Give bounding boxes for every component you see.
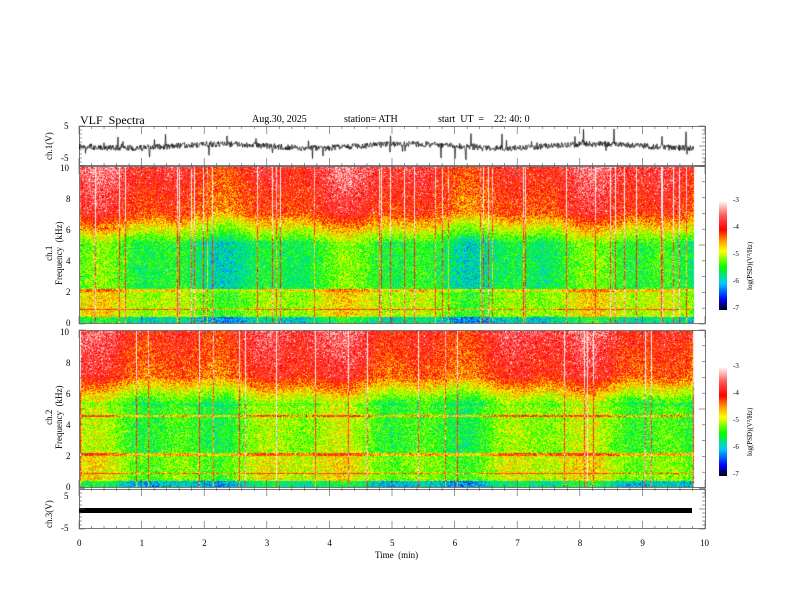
- ch3-ytick: -5: [61, 523, 69, 533]
- x-tick-label: 10: [700, 538, 709, 548]
- ch2-spectrogram-image: [79, 331, 705, 487]
- ch1-colorbar: [719, 202, 727, 310]
- ch1-spectrogram-ytick: 6: [66, 225, 71, 235]
- ch2-colorbar-tick: -7: [733, 470, 739, 478]
- ch2-spectrogram-ylabel: ch.2 Frequency (kHz): [44, 385, 64, 449]
- ch1-colorbar-tick: -5: [733, 250, 739, 258]
- ch1-spectrogram-image: [79, 167, 705, 323]
- ch1-spectrogram-ytick: 0: [66, 318, 71, 328]
- plot-title: VLF Spectra: [80, 113, 145, 127]
- ch2-spectrogram-ytick: 10: [60, 327, 69, 337]
- ch1-spectrogram-ytick: 4: [66, 256, 71, 266]
- ch1-colorbar-tick: -3: [733, 196, 739, 204]
- ch2-colorbar-tick: -5: [733, 416, 739, 424]
- ch1-colorbar-tick: -4: [733, 223, 739, 231]
- ch2-colorbar-tick: -3: [733, 362, 739, 370]
- ch3-waveform-trace: [79, 508, 692, 513]
- x-tick-label: 3: [264, 538, 270, 548]
- x-tick-label: 9: [640, 538, 645, 548]
- ch2-colorbar-tick: -4: [733, 389, 739, 397]
- x-tick-label: 0: [77, 538, 82, 548]
- ch1-ylabel: ch.1(V): [44, 132, 54, 160]
- start-time-label: start UT = 22: 40: 0: [438, 114, 530, 125]
- x-tick-label: 4: [327, 538, 332, 548]
- ch1-colorbar-tick: -7: [733, 304, 739, 312]
- ch1-ytick: -5: [61, 153, 69, 163]
- ch3-ytick: 5: [64, 491, 69, 501]
- ch2-spectrogram-ytick: 8: [66, 358, 71, 368]
- ch1-colorbar-label: log(PSD)(V²/Hz): [746, 241, 754, 290]
- x-tick-label: 6: [452, 538, 458, 548]
- x-tick-label: 8: [577, 538, 583, 548]
- x-tick-label: 1: [139, 538, 145, 548]
- x-tick-label: 7: [515, 538, 520, 548]
- ch2-colorbar-tick: -6: [733, 443, 739, 451]
- ch2-colorbar-label: log(PSD)(V²/Hz): [746, 407, 754, 456]
- x-axis-label: Time (min): [375, 550, 419, 560]
- ch1-ytick: 5: [64, 121, 69, 131]
- station-label: station= ATH: [344, 114, 398, 125]
- ch1-spectrogram-ylabel: ch.1 Frequency (kHz): [44, 221, 64, 285]
- ch1-spectrogram-ytick: 10: [60, 163, 69, 173]
- ch2-spectrogram-ytick: 4: [66, 420, 71, 430]
- date-label: Aug.30, 2025: [252, 114, 307, 125]
- x-tick-label: 2: [202, 538, 207, 548]
- ch3-ylabel: ch.3(V): [44, 500, 54, 528]
- ch1-colorbar-tick: -6: [733, 277, 739, 285]
- ch2-spectrogram-ytick: 0: [66, 482, 71, 492]
- ch2-colorbar: [719, 368, 727, 476]
- ch1-spectrogram-ytick: 8: [66, 194, 71, 204]
- ch2-spectrogram-ytick: 6: [66, 389, 71, 399]
- ch1-spectrogram-ytick: 2: [66, 287, 71, 297]
- x-tick-label: 5: [390, 538, 395, 548]
- ch2-spectrogram-ytick: 2: [66, 451, 71, 461]
